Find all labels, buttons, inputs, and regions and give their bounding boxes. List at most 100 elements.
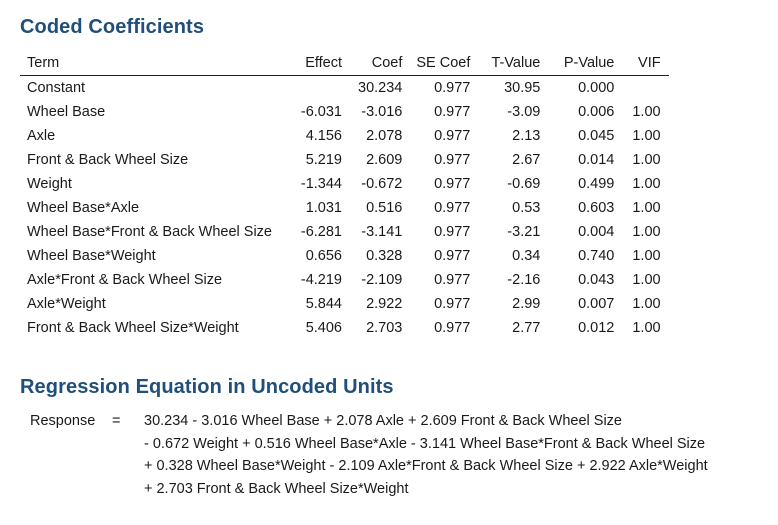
cell-coef: -3.141 bbox=[361, 224, 403, 240]
table-row: Front & Back Wheel Size 5.219 2.609 0.977 2.… bbox=[20, 148, 669, 172]
cell-term: Constant bbox=[27, 80, 86, 96]
table-header-row: Term Effect Coef SE Coef T-Value P-Value… bbox=[20, 51, 669, 76]
cell-coef: -2.109 bbox=[361, 272, 403, 288]
cell-se-coef: 0.977 bbox=[434, 200, 471, 216]
cell-p-value: 0.603 bbox=[578, 200, 615, 216]
equation-line: + 2.703 Front & Back Wheel Size*Weight bbox=[144, 480, 409, 497]
cell-t-value: -3.09 bbox=[507, 104, 541, 120]
cell-coef: 2.609 bbox=[366, 152, 403, 168]
header-se-coef: SE Coef bbox=[410, 51, 479, 76]
table-row: Axle 4.156 2.078 0.977 2.13 0.045 1.00 bbox=[20, 124, 669, 148]
equation-line: + 0.328 Wheel Base*Weight - 2.109 Axle*F… bbox=[144, 458, 708, 474]
cell-p-value: 0.004 bbox=[578, 224, 615, 240]
cell-coef: 0.516 bbox=[366, 200, 403, 216]
cell-t-value: 2.99 bbox=[512, 296, 541, 312]
table-row: Front & Back Wheel Size*Weight 5.406 2.703… bbox=[20, 316, 669, 340]
regression-equation-title: Regression Equation in Uncoded Units bbox=[20, 376, 394, 398]
cell-se-coef: 0.977 bbox=[434, 272, 471, 288]
cell-t-value: 0.34 bbox=[512, 248, 541, 264]
table-row: Axle*Weight 5.844 2.922 0.977 2.99 0.007 1.00 bbox=[20, 292, 669, 316]
cell-effect: -4.219 bbox=[300, 272, 342, 288]
cell-p-value: 0.012 bbox=[578, 320, 615, 336]
header-term: Term bbox=[20, 51, 282, 76]
cell-t-value: -3.21 bbox=[507, 224, 541, 240]
cell-effect bbox=[282, 76, 350, 101]
table-row: Constant 30.234 0.977 30.95 0.000 bbox=[20, 76, 669, 101]
cell-se-coef: 0.977 bbox=[434, 152, 471, 168]
cell-vif: 1.00 bbox=[632, 248, 661, 264]
cell-term: Front & Back Wheel Size*Weight bbox=[27, 320, 239, 336]
cell-p-value: 0.014 bbox=[578, 152, 615, 168]
equation-row: + 0.328 Wheel Base*Weight - 2.109 Axle*F… bbox=[30, 455, 708, 478]
cell-t-value: 2.13 bbox=[512, 128, 541, 144]
cell-coef: 2.922 bbox=[366, 296, 403, 312]
cell-vif: 1.00 bbox=[632, 200, 661, 216]
cell-effect: 4.156 bbox=[305, 128, 342, 144]
cell-p-value: 0.740 bbox=[578, 248, 615, 264]
cell-effect: -6.281 bbox=[300, 224, 342, 240]
cell-effect: 1.031 bbox=[305, 200, 342, 216]
cell-coef: -3.016 bbox=[361, 104, 403, 120]
cell-t-value: 0.53 bbox=[512, 200, 541, 216]
cell-vif: 1.00 bbox=[632, 272, 661, 288]
cell-effect: 5.406 bbox=[305, 320, 342, 336]
cell-se-coef: 0.977 bbox=[434, 80, 471, 96]
cell-p-value: 0.045 bbox=[578, 128, 615, 144]
equation-line: 30.234 - 3.016 Wheel Base + 2.078 Axle +… bbox=[144, 413, 622, 429]
cell-t-value: 2.77 bbox=[512, 320, 541, 336]
coded-coefficients-title: Coded Coefficients bbox=[20, 16, 205, 38]
cell-vif: 1.00 bbox=[632, 320, 661, 336]
table-row: Wheel Base -6.031 -3.016 0.977 -3.09 0.006 1.0… bbox=[20, 100, 669, 124]
cell-se-coef: 0.977 bbox=[434, 224, 471, 240]
cell-coef: 30.234 bbox=[358, 80, 403, 96]
cell-p-value: 0.007 bbox=[578, 296, 615, 312]
cell-vif bbox=[624, 76, 668, 101]
cell-term: Weight bbox=[27, 176, 72, 192]
cell-term: Axle*Front & Back Wheel Size bbox=[27, 272, 223, 288]
cell-effect: 5.844 bbox=[305, 296, 342, 312]
equation-line: - 0.672 Weight + 0.516 Wheel Base*Axle -… bbox=[144, 435, 706, 452]
cell-se-coef: 0.977 bbox=[434, 104, 471, 120]
table-row: Wheel Base*Weight 0.656 0.328 0.977 0.34 0.74… bbox=[20, 244, 669, 268]
header-coef: Coef bbox=[350, 51, 411, 76]
cell-effect: -6.031 bbox=[300, 104, 342, 120]
cell-coef: -0.672 bbox=[361, 176, 403, 192]
cell-term: Axle bbox=[27, 128, 56, 144]
cell-vif: 1.00 bbox=[632, 296, 661, 312]
coefficients-table-body: Constant 30.234 0.977 30.95 0.000 Wheel Base -… bbox=[20, 76, 669, 341]
cell-coef: 2.078 bbox=[366, 128, 403, 144]
cell-se-coef: 0.977 bbox=[434, 128, 471, 144]
cell-term: Axle*Weight bbox=[27, 296, 106, 312]
cell-term: Wheel Base*Axle bbox=[27, 200, 140, 216]
cell-p-value: 0.043 bbox=[578, 272, 615, 288]
cell-se-coef: 0.977 bbox=[434, 248, 471, 264]
equation-row: + 2.703 Front & Back Wheel Size*Weight bbox=[30, 478, 708, 501]
cell-effect: -1.344 bbox=[300, 176, 342, 192]
cell-se-coef: 0.977 bbox=[434, 296, 471, 312]
cell-t-value: -2.16 bbox=[507, 272, 541, 288]
cell-coef: 0.328 bbox=[366, 248, 403, 264]
table-row: Wheel Base*Axle 1.031 0.516 0.977 0.53 0.603 1… bbox=[20, 196, 669, 220]
regression-equation: Response = 30.234 - 3.016 Wheel Base + 2… bbox=[30, 410, 708, 500]
cell-p-value: 0.499 bbox=[578, 176, 615, 192]
cell-t-value: -0.69 bbox=[507, 176, 541, 192]
cell-term: Wheel Base*Front & Back Wheel Size bbox=[27, 224, 272, 240]
header-p-value: P-Value bbox=[554, 51, 625, 76]
cell-p-value: 0.000 bbox=[578, 80, 615, 96]
cell-vif: 1.00 bbox=[632, 104, 661, 120]
cell-vif: 1.00 bbox=[632, 176, 661, 192]
cell-t-value: 30.95 bbox=[504, 80, 541, 96]
header-vif: VIF bbox=[624, 51, 669, 76]
equation-response-label: Response bbox=[30, 413, 96, 429]
cell-vif: 1.00 bbox=[632, 224, 661, 240]
cell-term: Wheel Base*Weight bbox=[27, 248, 156, 264]
cell-effect: 0.656 bbox=[305, 248, 342, 264]
cell-vif: 1.00 bbox=[632, 152, 661, 168]
equation-row: Response = 30.234 - 3.016 Wheel Base + 2… bbox=[30, 410, 708, 433]
cell-p-value: 0.006 bbox=[578, 104, 615, 120]
cell-se-coef: 0.977 bbox=[434, 320, 471, 336]
cell-term: Front & Back Wheel Size bbox=[27, 152, 189, 168]
cell-effect: 5.219 bbox=[305, 152, 342, 168]
header-effect: Effect bbox=[282, 51, 350, 76]
cell-term: Wheel Base bbox=[27, 104, 106, 120]
